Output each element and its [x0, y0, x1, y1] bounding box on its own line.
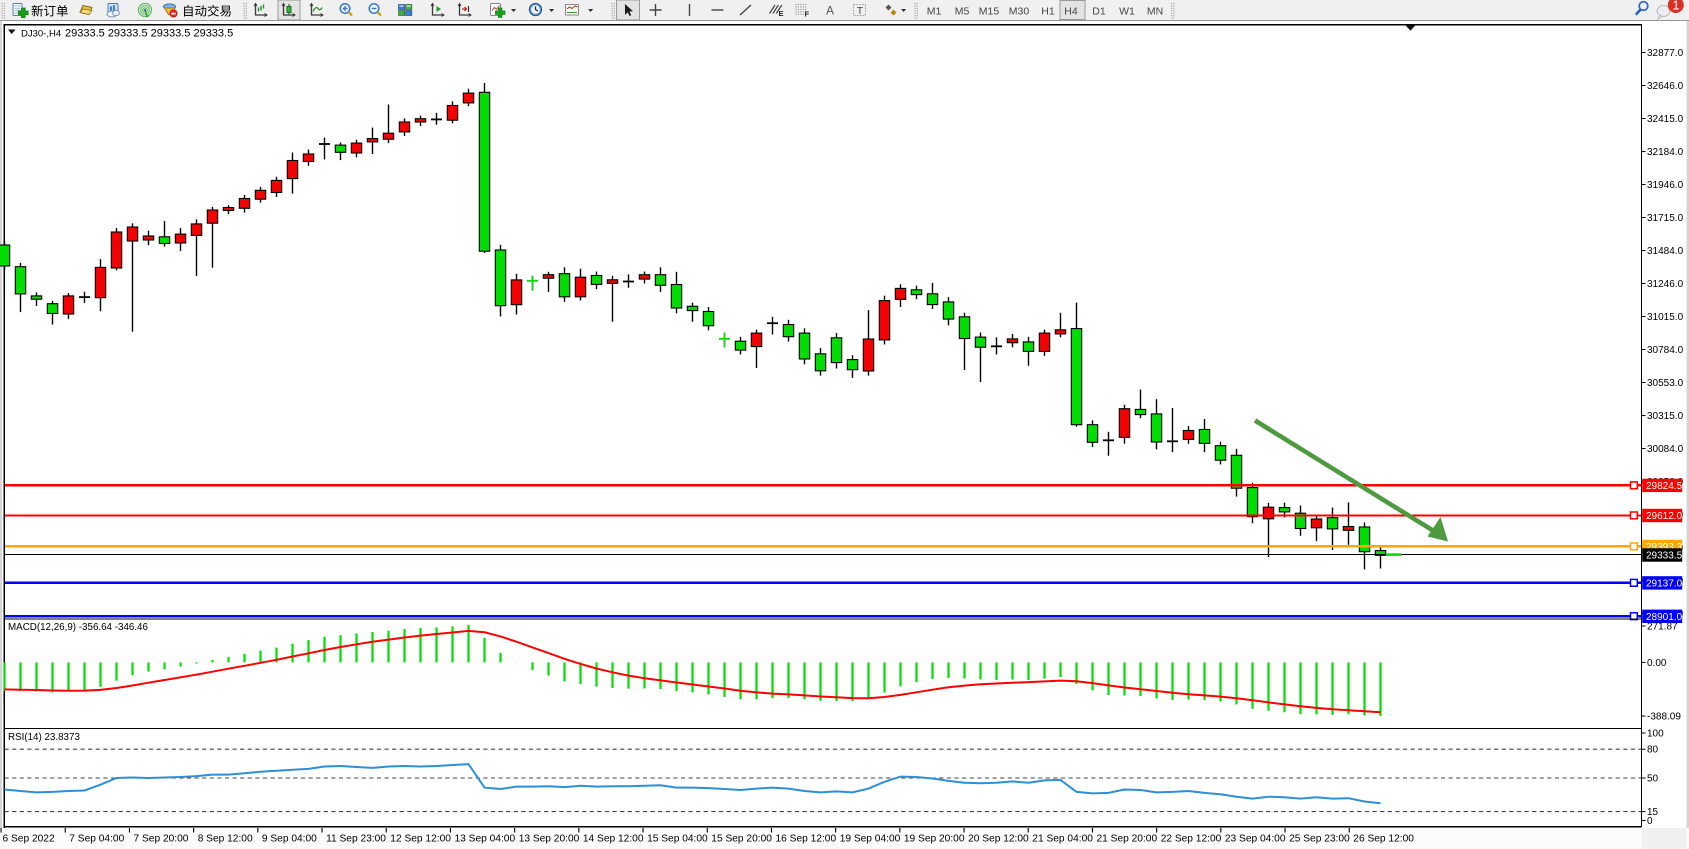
- svg-text:MN: MN: [1147, 6, 1163, 18]
- svg-text:29137.0: 29137.0: [1646, 578, 1683, 589]
- svg-text:F: F: [805, 10, 810, 19]
- svg-text:19 Sep 20:00: 19 Sep 20:00: [904, 834, 965, 845]
- svg-text:RSI(14) 23.8373: RSI(14) 23.8373: [8, 732, 80, 743]
- svg-text:21 Sep 04:00: 21 Sep 04:00: [1032, 834, 1093, 845]
- svg-text:M15: M15: [979, 6, 1000, 18]
- svg-text:T: T: [857, 5, 864, 17]
- svg-text:14 Sep 12:00: 14 Sep 12:00: [583, 834, 644, 845]
- svg-text:20 Sep 12:00: 20 Sep 12:00: [968, 834, 1029, 845]
- svg-text:8 Sep 12:00: 8 Sep 12:00: [198, 834, 253, 845]
- svg-text:H4: H4: [1064, 6, 1078, 18]
- svg-text:26 Sep 12:00: 26 Sep 12:00: [1353, 834, 1414, 845]
- svg-text:1: 1: [1673, 0, 1680, 13]
- svg-text:13 Sep 04:00: 13 Sep 04:00: [455, 834, 516, 845]
- svg-text:30315.0: 30315.0: [1647, 411, 1684, 422]
- svg-text:M30: M30: [1009, 6, 1030, 18]
- svg-text:271.87: 271.87: [1647, 622, 1678, 633]
- svg-text:7 Sep 04:00: 7 Sep 04:00: [69, 834, 124, 845]
- svg-text:15 Sep 04:00: 15 Sep 04:00: [647, 834, 708, 845]
- svg-text:23 Sep 04:00: 23 Sep 04:00: [1225, 834, 1286, 845]
- svg-text:28901.0: 28901.0: [1646, 612, 1683, 623]
- svg-text:-388.09: -388.09: [1647, 712, 1681, 723]
- svg-text:MACD(12,26,9) -356.64 -346.46: MACD(12,26,9) -356.64 -346.46: [8, 622, 149, 633]
- svg-text:A: A: [826, 4, 834, 18]
- svg-text:32877.0: 32877.0: [1647, 48, 1684, 59]
- svg-text:15: 15: [1647, 807, 1659, 818]
- svg-text:31484.0: 31484.0: [1647, 246, 1684, 257]
- svg-text:12 Sep 12:00: 12 Sep 12:00: [390, 834, 451, 845]
- svg-text:32646.0: 32646.0: [1647, 81, 1684, 92]
- svg-text:29824.5: 29824.5: [1646, 481, 1683, 492]
- svg-text:7 Sep 20:00: 7 Sep 20:00: [134, 834, 189, 845]
- svg-text:32184.0: 32184.0: [1647, 147, 1684, 158]
- svg-text:0: 0: [1647, 816, 1653, 827]
- svg-text:30553.0: 30553.0: [1647, 378, 1684, 389]
- svg-text:6 Sep 2022: 6 Sep 2022: [3, 834, 55, 845]
- svg-text:80: 80: [1647, 745, 1659, 756]
- svg-text:29333.5 29333.5 29333.5 29333.: 29333.5 29333.5 29333.5 29333.5: [65, 28, 233, 40]
- svg-text:M5: M5: [955, 6, 970, 18]
- svg-text:D1: D1: [1092, 6, 1106, 18]
- svg-text:E: E: [779, 9, 784, 18]
- svg-text:M1: M1: [927, 6, 942, 18]
- svg-text:100: 100: [1647, 729, 1664, 740]
- svg-text:29393.3: 29393.3: [1646, 542, 1683, 553]
- svg-text:22 Sep 12:00: 22 Sep 12:00: [1161, 834, 1222, 845]
- svg-text:31015.0: 31015.0: [1647, 312, 1684, 323]
- svg-text:21 Sep 20:00: 21 Sep 20:00: [1097, 834, 1158, 845]
- svg-text:31946.0: 31946.0: [1647, 180, 1684, 191]
- svg-text:11 Sep 23:00: 11 Sep 23:00: [326, 834, 386, 845]
- svg-text:0.00: 0.00: [1647, 658, 1667, 669]
- svg-text:29612.0: 29612.0: [1646, 511, 1683, 522]
- svg-text:16 Sep 12:00: 16 Sep 12:00: [776, 834, 837, 845]
- svg-text:50: 50: [1647, 774, 1659, 785]
- svg-text:13 Sep 20:00: 13 Sep 20:00: [519, 834, 580, 845]
- svg-text:15 Sep 20:00: 15 Sep 20:00: [711, 834, 772, 845]
- svg-text:30784.0: 30784.0: [1647, 345, 1684, 356]
- svg-text:DJ30-,H4: DJ30-,H4: [21, 28, 61, 39]
- svg-text:31246.0: 31246.0: [1647, 279, 1684, 290]
- svg-text:30084.0: 30084.0: [1647, 444, 1684, 455]
- svg-text:9 Sep 04:00: 9 Sep 04:00: [262, 834, 317, 845]
- svg-text:25 Sep 23:00: 25 Sep 23:00: [1289, 834, 1350, 845]
- svg-text:H1: H1: [1041, 6, 1055, 18]
- svg-text:31715.0: 31715.0: [1647, 213, 1684, 224]
- svg-text:32415.0: 32415.0: [1647, 114, 1684, 125]
- svg-text:19 Sep 04:00: 19 Sep 04:00: [840, 834, 901, 845]
- svg-text:29333.5: 29333.5: [1646, 551, 1683, 562]
- svg-text:W1: W1: [1119, 6, 1135, 18]
